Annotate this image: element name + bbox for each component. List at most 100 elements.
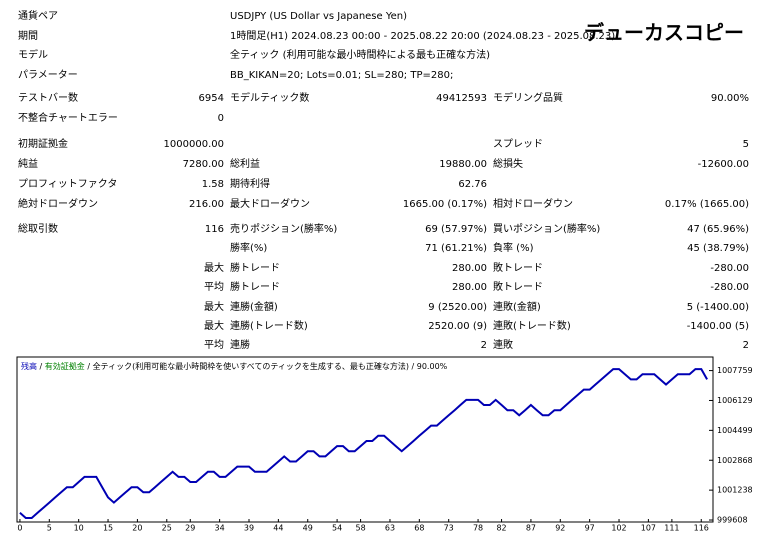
stat-label: 総取引数 (18, 222, 58, 235)
x-tick-label: 73 (444, 524, 454, 533)
stat-label: 連敗(金額) (493, 300, 541, 313)
header-label: パラメーター (18, 69, 78, 81)
separator: / (409, 362, 417, 371)
stat-label: 絶対ドローダウン (18, 197, 98, 210)
stat-value: -1400.00 (5) (687, 321, 749, 332)
y-tick-label: 1001238 (717, 486, 753, 495)
x-tick-label: 78 (473, 524, 483, 533)
stat-value: 最大 (204, 319, 224, 332)
stat-label: モデリング品質 (493, 91, 563, 104)
stat-value: -280.00 (710, 282, 749, 293)
stat-label: 純益 (18, 157, 38, 170)
stat-label: 連勝(トレード数) (230, 319, 308, 332)
x-tick-label: 82 (496, 524, 506, 533)
stat-label: 連敗 (493, 338, 513, 351)
stat-label: 勝トレード (230, 280, 280, 293)
stat-value: -280.00 (710, 263, 749, 274)
stat-value: 1665.00 (0.17%) (403, 199, 487, 210)
chart: 999608 1001238 1002868 1004499 1006129 100775… (17, 366, 752, 532)
header: 通貨ペア USDJPY (US Dollar vs Japanese Yen) 期間… (18, 9, 615, 81)
x-tick-label: 97 (585, 524, 595, 533)
x-tick-label: 25 (162, 524, 172, 533)
quality: 90.00% (417, 362, 448, 371)
stat-label: モデルティック数 (230, 91, 309, 104)
stat-value: 216.00 (189, 199, 224, 210)
stat-label: 買いポジション(勝率%) (493, 222, 600, 235)
stat-label: プロフィットファクタ (18, 178, 117, 190)
stat-label: 最大ドローダウン (230, 197, 310, 210)
stat-label: 相対ドローダウン (493, 197, 573, 210)
header-label: 通貨ペア (18, 9, 58, 22)
header-value: BB_KIKAN=20; Lots=0.01; SL=280; TP=280; (230, 70, 453, 81)
x-tick-label: 102 (611, 524, 626, 533)
stat-label: 連勝 (230, 338, 250, 351)
legend: 残高 / 有効証拠金 / 全ティック(利用可能な最小時間枠を使いすべてのティック… (21, 361, 448, 371)
header-value: 1時間足(H1) 2024.08.23 00:00 - 2025.08.22 2… (230, 30, 615, 42)
stat-value: 1000000.00 (164, 139, 224, 150)
stat-value: -12600.00 (698, 159, 749, 170)
watermark: デューカスコピー (584, 21, 744, 45)
x-tick-label: 92 (555, 524, 565, 533)
header-value: USDJPY (US Dollar vs Japanese Yen) (230, 11, 407, 22)
stat-value: 280.00 (452, 263, 487, 274)
y-tick-label: 1002868 (717, 456, 753, 465)
x-tick-label: 5 (47, 524, 52, 533)
stat-label: 敗トレード (493, 280, 543, 293)
x-tick-label: 116 (694, 524, 709, 533)
stat-value: 6954 (199, 93, 224, 104)
header-label: 期間 (18, 30, 38, 42)
stat-value: 69 (57.97%) (425, 224, 487, 235)
stat-label: 勝率(%) (230, 241, 267, 254)
stat-value: 5 (-1400.00) (687, 302, 749, 313)
stat-value: 62.76 (458, 179, 487, 190)
stat-label: 勝トレード (230, 261, 280, 274)
y-tick-label: 1007759 (717, 366, 753, 375)
stat-value: 最大 (204, 261, 224, 274)
legend-equity: 有効証拠金 (45, 361, 85, 371)
stat-value: 0 (218, 113, 224, 124)
stat-value: 2520.00 (9) (428, 321, 487, 332)
x-tick-label: 54 (332, 524, 342, 533)
stat-value: 47 (65.96%) (687, 224, 749, 235)
stat-label: 負率 (%) (493, 241, 534, 254)
stat-label: テストバー数 (18, 91, 78, 104)
x-tick-label: 63 (385, 524, 395, 533)
stat-label: スプレッド (493, 138, 543, 150)
stat-value: 平均 (204, 281, 224, 293)
header-value: 全ティック (利用可能な最小時間枠による最も正確な方法) (230, 48, 490, 61)
x-tick-label: 58 (356, 524, 366, 533)
stat-value: 116 (205, 224, 224, 235)
x-tick-label: 39 (244, 524, 254, 533)
stat-value: 2 (481, 340, 487, 351)
x-tick-label: 87 (526, 524, 536, 533)
stat-value: 5 (743, 139, 749, 150)
header-label: モデル (18, 48, 48, 61)
stat-value: 0.17% (1665.00) (665, 199, 749, 210)
stat-value: 2 (743, 340, 749, 351)
separator: / (37, 362, 45, 371)
stat-value: 9 (2520.00) (428, 302, 487, 313)
stat-label: 期待利得 (230, 177, 270, 190)
x-tick-label: 111 (664, 524, 679, 533)
stats: テストバー数 6954 モデルティック数 49412593 モデリング品質 90.00% 不… (18, 91, 749, 351)
y-tick-label: 1004499 (717, 426, 753, 435)
x-tick-label: 10 (74, 524, 84, 533)
stat-value: 19880.00 (439, 159, 487, 170)
stat-value: 7280.00 (183, 159, 224, 170)
stat-label: 総利益 (230, 157, 260, 170)
stat-value: 71 (61.21%) (425, 243, 487, 254)
x-tick-label: 29 (185, 524, 195, 533)
stat-label: 総損失 (493, 157, 523, 170)
legend-balance: 残高 (21, 361, 37, 371)
x-tick-label: 15 (103, 524, 113, 533)
x-tick-label: 107 (641, 524, 656, 533)
model-label: 全ティック(利用可能な最小時間枠を使いすべてのティックを生成する、最も正確な方法… (93, 361, 409, 371)
y-tick-label: 1006129 (717, 396, 753, 405)
stat-value: 平均 (204, 339, 224, 351)
x-tick-label: 68 (414, 524, 424, 533)
x-tick-label: 0 (17, 524, 22, 533)
stat-label: 売りポジション(勝率%) (230, 222, 337, 235)
stat-label: 敗トレード (493, 261, 543, 274)
x-tick-label: 34 (215, 524, 225, 533)
